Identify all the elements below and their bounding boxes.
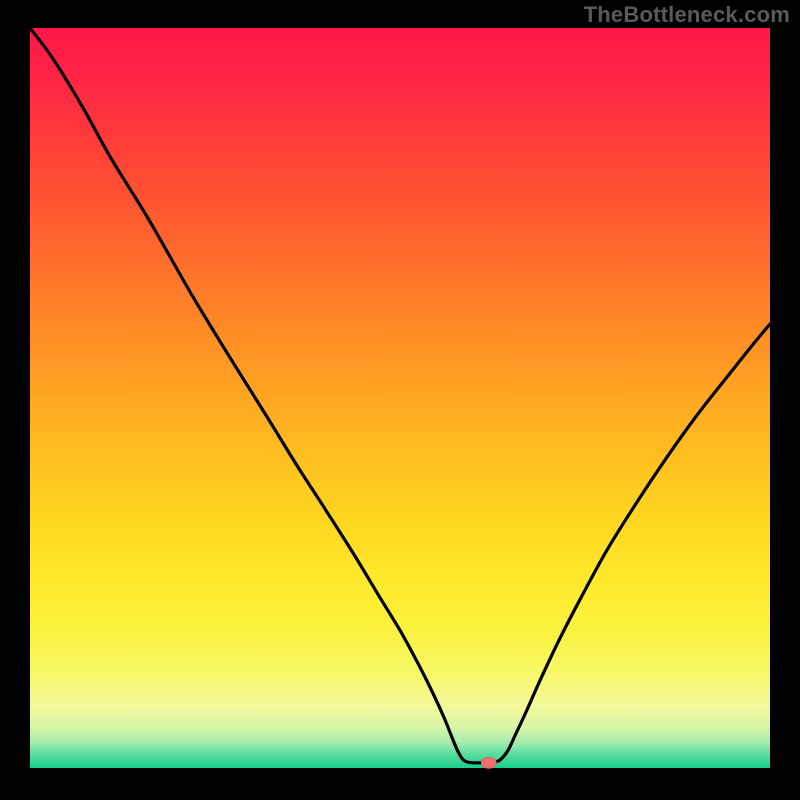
minimum-marker <box>481 757 496 768</box>
plot-background <box>30 28 770 768</box>
watermark-text: TheBottleneck.com <box>584 2 790 28</box>
bottleneck-chart <box>0 0 800 800</box>
chart-frame: { "watermark": { "text": "TheBottleneck.… <box>0 0 800 800</box>
